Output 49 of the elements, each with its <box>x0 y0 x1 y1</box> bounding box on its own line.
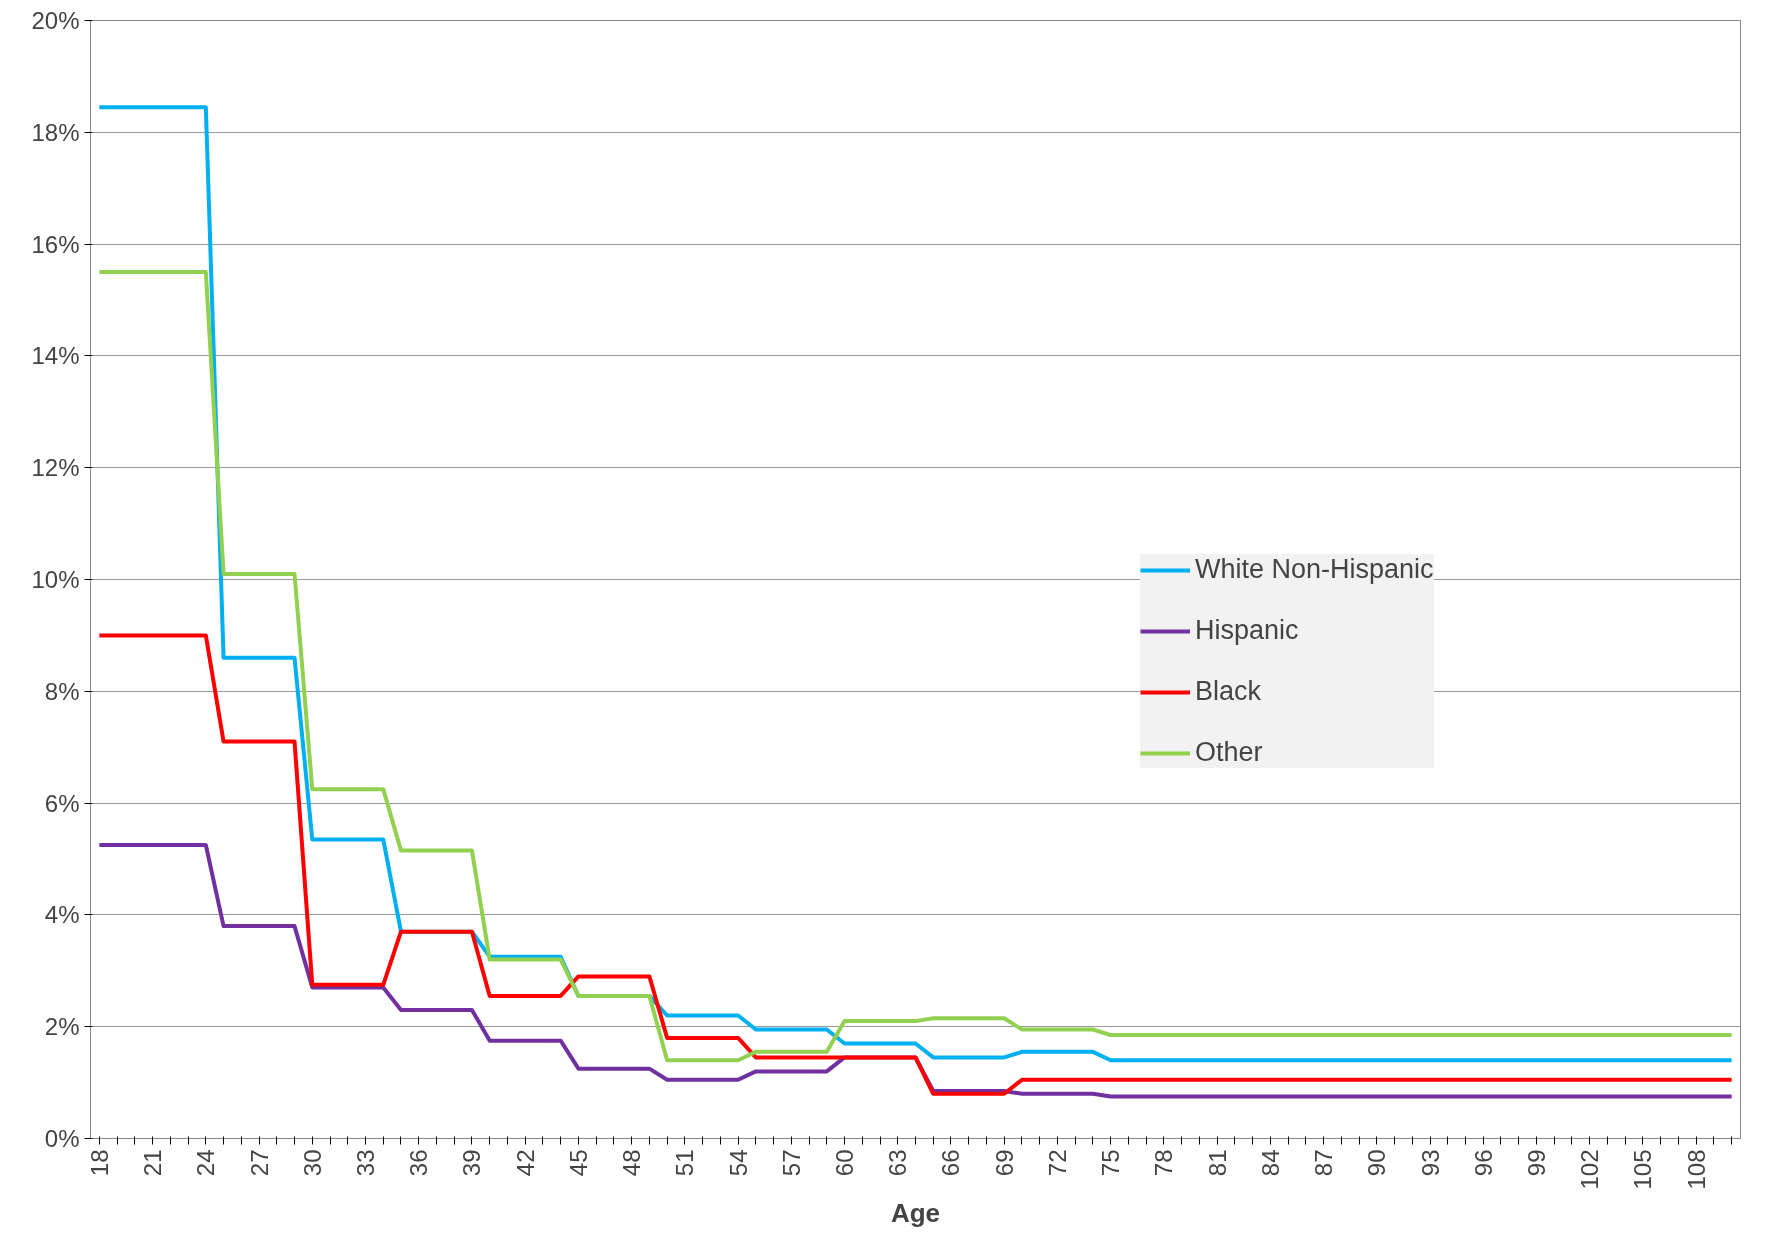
x-tick-label: 27 <box>245 1149 273 1177</box>
y-tick-label: 18% <box>31 118 80 146</box>
x-tick-label: 60 <box>831 1149 859 1177</box>
x-tick-label: 54 <box>724 1149 752 1177</box>
y-tick-label: 12% <box>31 454 80 482</box>
x-tick-label: 96 <box>1469 1149 1497 1177</box>
x-tick-label: 42 <box>511 1149 539 1177</box>
y-tick-label: 4% <box>44 901 80 929</box>
x-axis-title: Age <box>890 1197 941 1228</box>
x-tick-label: 51 <box>671 1149 699 1177</box>
y-tick-label: 0% <box>44 1125 80 1152</box>
x-tick-label: 87 <box>1310 1149 1338 1177</box>
x-tick-label: 105 <box>1629 1149 1657 1190</box>
x-tick-label: 30 <box>298 1149 326 1177</box>
legend-label: Black <box>1195 676 1262 707</box>
legend-label: Other <box>1195 737 1263 768</box>
x-tick-label: 63 <box>884 1149 912 1177</box>
legend-label: Hispanic <box>1195 615 1299 646</box>
y-tick-label: 2% <box>44 1013 80 1041</box>
x-tick-label: 90 <box>1363 1149 1391 1177</box>
x-tick-label: 69 <box>990 1149 1018 1177</box>
x-tick-label: 81 <box>1203 1149 1231 1177</box>
y-tick-label: 14% <box>31 342 80 370</box>
x-tick-label: 57 <box>777 1149 805 1177</box>
x-tick-label: 36 <box>405 1149 433 1177</box>
y-tick-label: 16% <box>31 230 80 258</box>
legend-label: White Non-Hispanic <box>1195 554 1434 585</box>
x-tick-label: 21 <box>139 1149 167 1177</box>
x-tick-label: 102 <box>1576 1149 1604 1190</box>
y-tick-label: 8% <box>44 677 80 705</box>
y-tick-label: 6% <box>44 789 80 817</box>
x-tick-label: 84 <box>1256 1149 1284 1177</box>
x-tick-label: 93 <box>1416 1149 1444 1177</box>
x-tick-label: 75 <box>1097 1149 1125 1177</box>
x-tick-label: 24 <box>192 1149 220 1177</box>
x-tick-label: 108 <box>1682 1149 1710 1190</box>
y-tick-label: 20% <box>31 7 80 34</box>
x-tick-label: 99 <box>1522 1149 1550 1177</box>
x-tick-label: 72 <box>1043 1149 1071 1177</box>
x-tick-label: 66 <box>937 1149 965 1177</box>
x-tick-label: 39 <box>458 1149 486 1177</box>
x-tick-label: 33 <box>352 1149 379 1177</box>
x-tick-label: 18 <box>85 1149 113 1177</box>
x-tick-label: 78 <box>1150 1149 1178 1177</box>
line-series <box>97 270 1734 1063</box>
line-series <box>97 843 1734 1099</box>
y-tick-label: 10% <box>31 566 80 593</box>
x-tick-label: 48 <box>618 1149 646 1177</box>
x-tick-label: 45 <box>564 1149 592 1177</box>
